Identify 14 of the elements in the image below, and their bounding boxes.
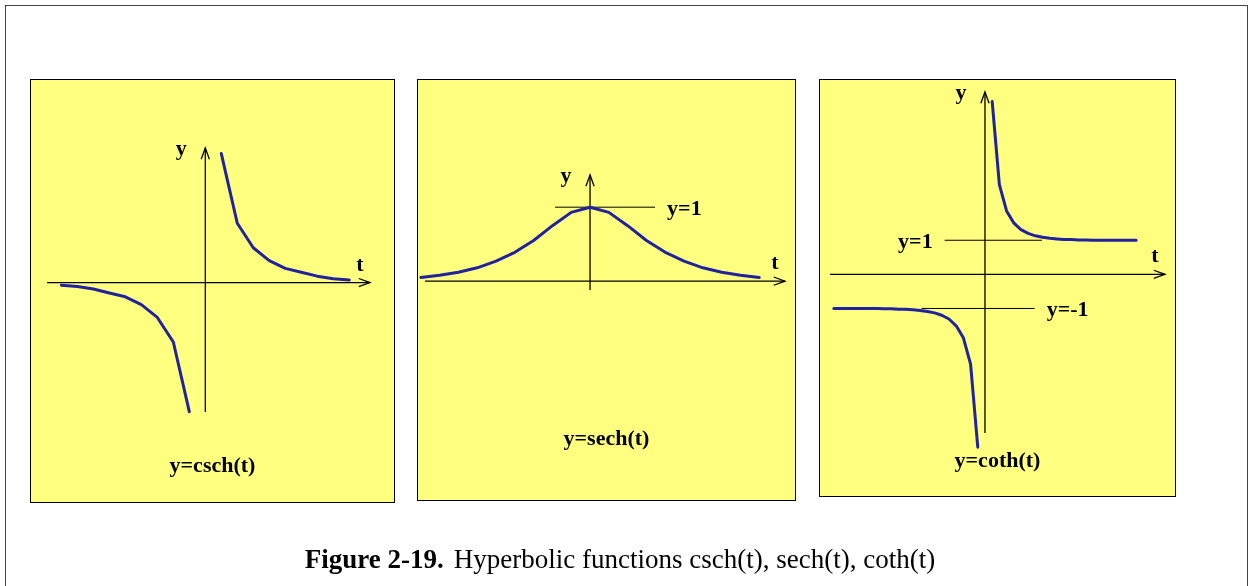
caption: Figure 2-19.: [304, 544, 444, 574]
y-axis-title: y: [560, 162, 572, 187]
text: y=csch(t): [168, 451, 257, 479]
x-axis-title: t: [356, 250, 365, 276]
x-axis-title: t: [1151, 242, 1160, 268]
y-axis-title: y: [955, 79, 967, 104]
text: y=sech(t): [562, 424, 651, 452]
text: Hyperbolic functions csch(t), sech(t), coth(t): [453, 544, 936, 574]
ref-line-label: y=-1: [1046, 296, 1089, 322]
x-axis-title: t: [771, 249, 780, 275]
y-axis-title: y: [175, 135, 187, 160]
text: y=coth(t): [953, 446, 1042, 474]
ref-line-label: y=1: [898, 228, 933, 254]
ref-line-label: y=1: [667, 194, 702, 220]
